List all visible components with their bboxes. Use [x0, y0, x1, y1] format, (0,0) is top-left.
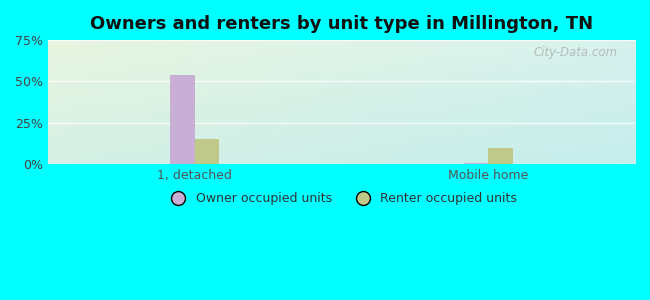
Bar — [194, 140, 219, 164]
Bar — [488, 148, 513, 164]
Legend: Owner occupied units, Renter occupied units: Owner occupied units, Renter occupied un… — [161, 187, 523, 210]
Bar — [170, 75, 194, 164]
Bar — [463, 163, 488, 164]
Text: City-Data.com: City-Data.com — [533, 46, 618, 59]
Title: Owners and renters by unit type in Millington, TN: Owners and renters by unit type in Milli… — [90, 15, 593, 33]
